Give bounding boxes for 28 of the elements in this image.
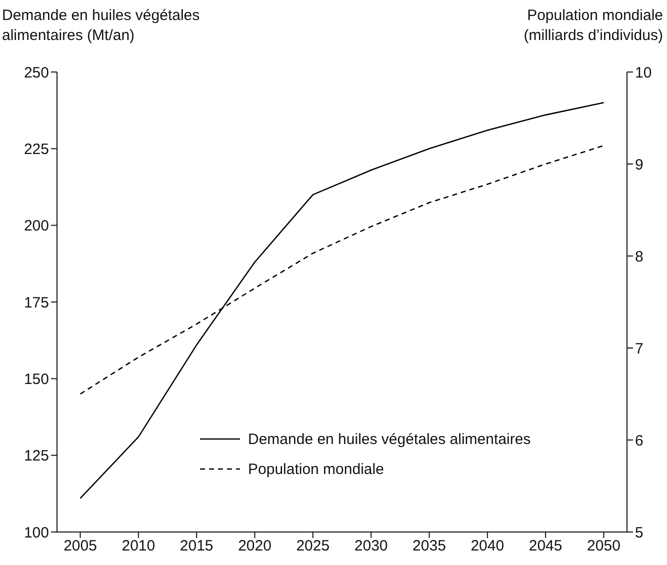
y2-tick-label: 6: [635, 432, 644, 450]
x-tick-label: 2005: [64, 538, 97, 555]
y-tick-label: 175: [24, 294, 49, 312]
y2-tick-label: 9: [635, 156, 644, 174]
legend-label: Population mondiale: [248, 460, 384, 478]
x-tick-label: 2020: [238, 538, 272, 555]
y-tick-label: 200: [24, 218, 49, 235]
x-tick-label: 2025: [296, 538, 330, 555]
y-tick-label: 150: [24, 370, 49, 388]
y-tick-label: 250: [24, 64, 49, 82]
y2-tick-label: 8: [635, 248, 644, 266]
y2-tick-label: 10: [635, 64, 652, 82]
x-tick-label: 2010: [122, 538, 156, 555]
y2-tick-label: 5: [635, 524, 644, 542]
y-tick-label: 125: [24, 448, 49, 465]
x-tick-label: 2030: [354, 538, 388, 555]
y-axis-title: Demande en huiles végétales alimentaires (Mt/an): [2, 6, 201, 46]
y-tick-label: 225: [24, 140, 49, 158]
y-tick-label: 100: [24, 524, 49, 542]
y2-tick-label: 7: [635, 340, 644, 358]
line-series: [80, 102, 604, 499]
x-tick-label: 2035: [412, 538, 446, 555]
x-tick-label: 2045: [528, 538, 562, 555]
y2-axis-title: Population mondiale (milliards d’individus): [522, 6, 663, 46]
x-tick-label: 2050: [587, 538, 620, 555]
x-tick-label: 2040: [470, 538, 504, 555]
legend-label: Demande en huiles végétales alimentaires: [248, 430, 531, 448]
x-tick-label: 2015: [180, 538, 214, 555]
